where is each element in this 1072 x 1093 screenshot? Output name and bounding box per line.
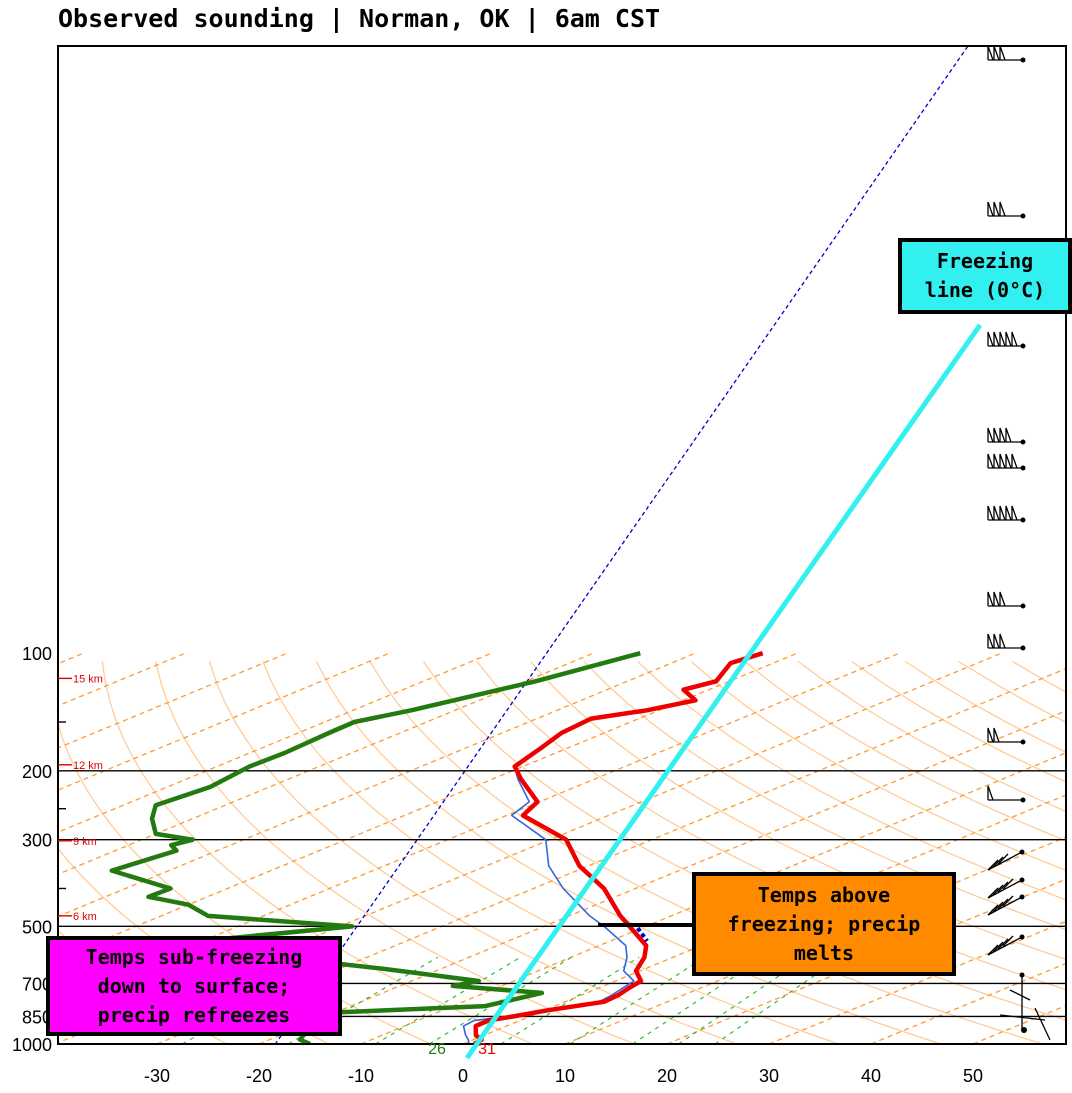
wind-barb-flag	[1000, 46, 1005, 60]
wind-barb-staff	[988, 880, 1022, 898]
wind-barb-flag	[994, 634, 999, 648]
wind-barb-flag	[1012, 506, 1017, 520]
above-freezing-callout: Temps above freezing; precip melts	[692, 872, 956, 976]
wind-barb-feather	[993, 885, 1003, 895]
wind-barb-flag	[1000, 634, 1005, 648]
wind-barb-flag	[1000, 592, 1005, 606]
wind-barb-flag	[994, 454, 999, 468]
wind-barb-flag	[994, 46, 999, 60]
y-tick-label: 200	[22, 762, 52, 782]
wind-barb-flag	[988, 428, 993, 442]
dry-adiabat	[424, 662, 1072, 1053]
x-tick-label: -10	[348, 1066, 374, 1086]
wind-barb-flag	[1006, 454, 1011, 468]
wind-barb-flag	[988, 332, 993, 346]
y-tick-label: 500	[22, 917, 52, 937]
wind-barb-flag	[994, 202, 999, 216]
wind-barb-dot	[1020, 973, 1025, 978]
wind-barb-dot	[1021, 604, 1026, 609]
mixing-ratio-line	[501, 957, 639, 1044]
wind-barb-dot	[1021, 58, 1026, 63]
dry-adiabat	[477, 662, 1072, 1053]
wind-barb-dot	[1021, 798, 1026, 803]
wind-barb-flag	[988, 786, 993, 800]
sub-freezing-callout: Temps sub-freezing down to surface; prec…	[46, 936, 342, 1036]
wind-barb-flag	[994, 506, 999, 520]
wind-barb-dot	[1021, 466, 1026, 471]
wind-barb-flag	[994, 428, 999, 442]
wind-barb-staff	[1010, 990, 1030, 1000]
y-tick-label: 100	[22, 644, 52, 664]
x-tick-label: 30	[759, 1066, 779, 1086]
freezing-line-callout: Freezing line (0°C)	[898, 238, 1072, 314]
wind-barb-flag	[988, 592, 993, 606]
wind-barb-staff	[988, 852, 1022, 870]
surface-dewpoint-label: 26	[428, 1041, 446, 1058]
wind-barb-flag	[1000, 428, 1005, 442]
wind-barb-feather	[993, 942, 1003, 952]
dry-adiabat	[959, 662, 1072, 1053]
height-label: 15 km	[73, 673, 103, 685]
wind-barb-flag	[1000, 202, 1005, 216]
x-tick-label: 50	[963, 1066, 983, 1086]
wind-barb-flag	[1012, 454, 1017, 468]
dry-adiabat	[691, 662, 1072, 1053]
x-tick-label: 40	[861, 1066, 881, 1086]
dry-adiabat	[370, 662, 1070, 1053]
wind-barb-flag	[988, 46, 993, 60]
wind-barb-dot	[1021, 344, 1026, 349]
isotherm	[259, 653, 1072, 1044]
wind-barb-dot	[1020, 895, 1025, 900]
wind-barb-flag	[988, 634, 993, 648]
x-tick-label: 20	[657, 1066, 677, 1086]
dry-adiabat	[905, 662, 1072, 1053]
wind-barb-flag	[988, 506, 993, 520]
wind-barb-dot	[1021, 518, 1026, 523]
wind-barb-dot	[1020, 850, 1025, 855]
wind-barb-dot	[1021, 214, 1026, 219]
wind-barb-dot	[1021, 740, 1026, 745]
isotherm	[871, 653, 1072, 1044]
dry-adiabat	[745, 662, 1072, 1053]
wind-barb-flag	[1006, 428, 1011, 442]
wind-barb-dot	[1021, 646, 1026, 651]
wind-barb-flag	[1000, 332, 1005, 346]
wind-barb-dot	[1021, 440, 1026, 445]
x-tick-label: -20	[246, 1066, 272, 1086]
wind-barb-flag	[988, 454, 993, 468]
wind-barb-flag	[988, 728, 993, 742]
height-label: 12 km	[73, 760, 103, 772]
x-tick-label: 0	[458, 1066, 468, 1086]
isotherm	[463, 653, 1072, 1044]
wind-barb-flag	[994, 332, 999, 346]
sub-freezing-callout-text: Temps sub-freezing down to surface; prec…	[86, 943, 303, 1030]
dry-adiabat	[584, 662, 1072, 1053]
chart-title: Observed sounding | Norman, OK | 6am CST	[58, 4, 660, 33]
height-label: 9 km	[73, 836, 97, 848]
isotherm	[769, 653, 1072, 1044]
wind-barb-dot	[1020, 935, 1025, 940]
wind-barb-dot	[1020, 878, 1025, 883]
wind-barb-flag	[988, 202, 993, 216]
surface-temperature-label: 31	[478, 1041, 496, 1058]
wind-barb-flag	[994, 592, 999, 606]
y-tick-label: 300	[22, 831, 52, 851]
wind-barb-flag	[1006, 506, 1011, 520]
wind-barb-staff	[988, 937, 1022, 955]
x-tick-label: -30	[144, 1066, 170, 1086]
y-tick-label: 1000	[12, 1035, 52, 1055]
wind-barb-flag	[1006, 332, 1011, 346]
wind-barb-flag	[1000, 454, 1005, 468]
x-tick-label: 10	[555, 1066, 575, 1086]
dry-adiabat	[531, 662, 1072, 1053]
height-label: 6 km	[73, 911, 97, 923]
wind-barb-flag	[1012, 332, 1017, 346]
dry-adiabat	[316, 662, 966, 1053]
wind-barb-flag	[1000, 506, 1005, 520]
wind-barb-dot	[1021, 1027, 1027, 1033]
freezing-line-callout-text: Freezing line (0°C)	[925, 247, 1045, 305]
above-freezing-callout-text: Temps above freezing; precip melts	[728, 881, 921, 968]
